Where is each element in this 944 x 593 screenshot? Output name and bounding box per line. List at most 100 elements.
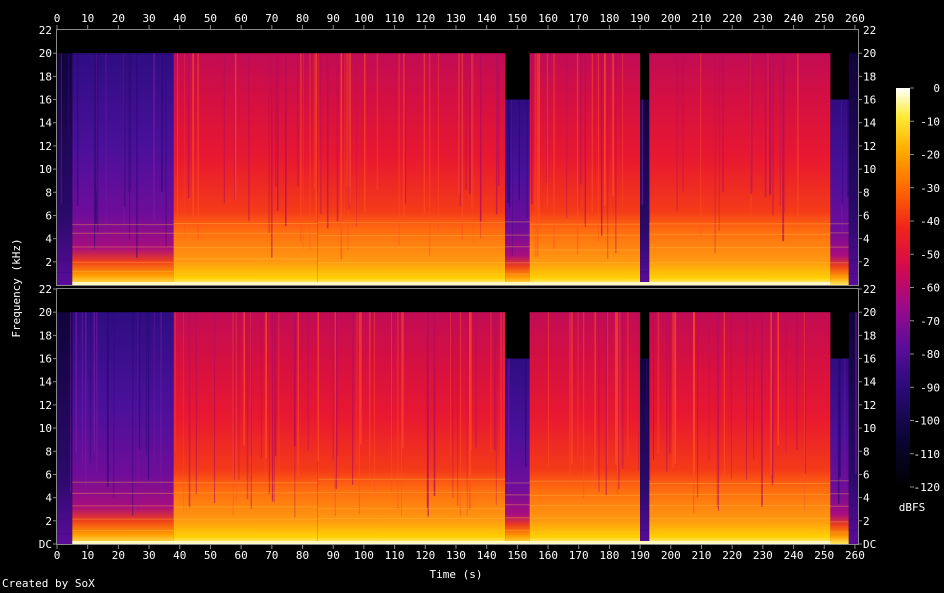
y-tick-label-left: 12 (39, 140, 52, 153)
y-tick-label-right: 10 (863, 163, 876, 176)
y-tick-label-left: 6 (45, 468, 52, 481)
sox-credit: Created by SoX (2, 577, 95, 590)
y-tick-label-left: 8 (45, 445, 52, 458)
y-tick-label-right: 8 (863, 186, 870, 199)
y-tick-label-left: 16 (39, 353, 52, 366)
colorbar-tick-label: -60 (920, 282, 940, 295)
x-tick-label-top: 120 (415, 12, 435, 25)
y-tick-label-right: DC (863, 538, 876, 551)
x-tick-label-bottom: 40 (173, 549, 186, 562)
y-tick-label-left: 10 (39, 163, 52, 176)
y-tick-label-right: 8 (863, 445, 870, 458)
x-tick-label-top: 10 (81, 12, 94, 25)
x-tick-label-bottom: 170 (569, 549, 589, 562)
segment-block (649, 53, 831, 286)
colorbar-ticks: 0 -10 -20 -30 -40 -50 -60 -70 -80 -90 -100 -110 -120 (910, 82, 940, 494)
x-tick-label-bottom: 10 (81, 549, 94, 562)
x-tick-label-bottom: 20 (112, 549, 125, 562)
x-tick-label-bottom: 210 (692, 549, 712, 562)
x-tick-label-bottom: 150 (507, 549, 527, 562)
y-tick-label-left: 2 (45, 515, 52, 528)
x-tick-label-top: 20 (112, 12, 125, 25)
y-tick-label-left: 18 (39, 70, 52, 83)
y-tick-label-right: 20 (863, 47, 876, 60)
panel-frame (56, 29, 859, 286)
spectrogram-panels (56, 29, 859, 545)
x-tick-label-bottom: 250 (814, 549, 834, 562)
dc-band (72, 541, 831, 544)
x-tick-label-top: 160 (538, 12, 558, 25)
y-tick-label-left: 14 (39, 376, 53, 389)
axes-layer: 0 0 10 10 20 20 30 30 40 40 50 50 60 60 70 70 80 80 90 90 10… (39, 12, 877, 562)
x-tick-label-bottom: 230 (753, 549, 773, 562)
x-tick-label-top: 260 (845, 12, 865, 25)
x-tick-label-bottom: 80 (296, 549, 309, 562)
colorbar-tick-label: 0 (933, 82, 940, 95)
channel-1-panel (56, 29, 859, 286)
x-tick-label-top: 200 (661, 12, 681, 25)
y-tick-label-left: 18 (39, 329, 52, 342)
x-tick-label-bottom: 220 (722, 549, 742, 562)
x-tick-label-top: 210 (692, 12, 712, 25)
y-tick-label-left: 2 (45, 256, 52, 269)
colorbar-label: dBFS (899, 501, 926, 514)
y-tick-label-left: 12 (39, 399, 52, 412)
y-tick-label-right: 18 (863, 70, 876, 83)
y-tick-label-left: 22 (39, 283, 52, 296)
x-tick-label-bottom: 260 (845, 549, 865, 562)
y-tick-label-right: 18 (863, 329, 876, 342)
segment-block (640, 99, 650, 285)
x-tick-label-top: 240 (784, 12, 804, 25)
segment-block (848, 53, 858, 286)
x-tick-label-bottom: 140 (477, 549, 497, 562)
x-tick-label-bottom: 120 (415, 549, 435, 562)
colorbar-tick-label: -20 (920, 149, 940, 162)
colorbar-tick-label: -80 (920, 348, 940, 361)
y-tick-label-right: 10 (863, 422, 876, 435)
segment-block (640, 358, 650, 544)
y-tick-label-right: 22 (863, 283, 876, 296)
segment-block (72, 312, 174, 544)
y-tick-label-right: 2 (863, 515, 870, 528)
y-tick-label-right: 2 (863, 256, 870, 269)
x-tick-label-bottom: 180 (599, 549, 619, 562)
x-tick-label-bottom: 110 (385, 549, 405, 562)
x-tick-label-bottom: 240 (784, 549, 804, 562)
y-tick-label-right: 12 (863, 399, 876, 412)
x-tick-label-top: 70 (265, 12, 278, 25)
x-tick-label-bottom: 70 (265, 549, 278, 562)
y-axis-label: Frequency (kHz) (10, 238, 23, 337)
x-tick-label-bottom: 130 (446, 549, 466, 562)
x-tick-label-top: 60 (235, 12, 248, 25)
y-tick-label-left: 10 (39, 422, 52, 435)
y-tick-label-right: 4 (863, 492, 870, 505)
segment-block (72, 53, 174, 286)
x-tick-label-top: 40 (173, 12, 186, 25)
colorbar-tick-label: -40 (920, 215, 940, 228)
y-tick-label-left: 4 (45, 492, 52, 505)
segment-block (173, 312, 318, 544)
colorbar (896, 88, 910, 487)
x-tick-label-bottom: 60 (235, 549, 248, 562)
y-tick-label-left: 14 (39, 117, 53, 130)
y-tick-label-left: 8 (45, 186, 52, 199)
x-tick-label-top: 110 (385, 12, 405, 25)
segment-block (830, 99, 849, 285)
x-tick-label-bottom: 50 (204, 549, 217, 562)
x-tick-label-top: 80 (296, 12, 309, 25)
x-tick-label-bottom: 90 (327, 549, 340, 562)
segment-block (649, 312, 831, 544)
y-tick-label-left: 22 (39, 24, 52, 37)
x-tick-label-bottom: 100 (354, 549, 374, 562)
y-tick-label-left: 4 (45, 233, 52, 246)
segment-block (529, 312, 641, 544)
x-tick-label-top: 30 (142, 12, 155, 25)
colorbar-tick-label: -50 (920, 248, 940, 261)
x-tick-label-top: 250 (814, 12, 834, 25)
dc-band (72, 282, 831, 285)
x-tick-label-top: 190 (630, 12, 650, 25)
x-tick-label-top: 0 (54, 12, 61, 25)
y-tick-label-right: 6 (863, 468, 870, 481)
y-tick-label-right: 20 (863, 306, 876, 319)
